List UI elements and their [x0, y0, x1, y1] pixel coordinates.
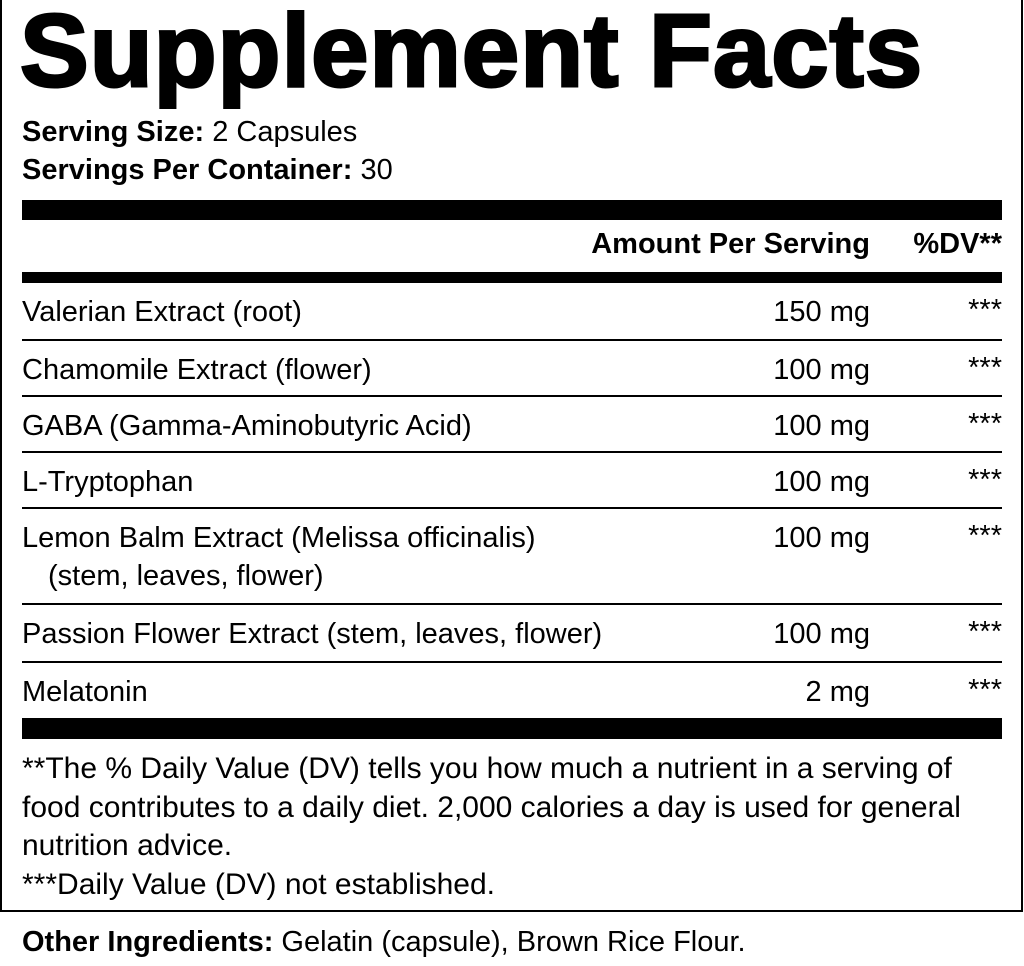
amount-per-serving-header: Amount Per Serving: [591, 228, 870, 260]
ingredient-row: L-Tryptophan 100 mg ***: [22, 453, 1002, 509]
thick-divider: [22, 718, 1002, 739]
servings-per-container: Servings Per Container: 30: [22, 151, 393, 189]
ingredient-row: Melatonin 2 mg ***: [22, 663, 1002, 718]
ingredient-name-line2: (stem, leaves, flower): [48, 560, 324, 592]
ingredient-dv: ***: [968, 520, 1002, 552]
ingredient-dv: ***: [968, 674, 1002, 706]
ingredient-dv: ***: [968, 616, 1002, 648]
footnote-dv-explanation: **The % Daily Value (DV) tells you how m…: [22, 752, 961, 862]
thick-divider: [22, 200, 1002, 220]
ingredient-amount: 2 mg: [805, 676, 870, 708]
supplement-facts-panel: [0, 0, 1023, 912]
ingredient-dv: ***: [968, 352, 1002, 384]
ingredient-name: GABA (Gamma-Aminobutyric Acid): [22, 410, 472, 442]
footnotes: **The % Daily Value (DV) tells you how m…: [22, 750, 1007, 904]
other-ingredients-value: Gelatin (capsule), Brown Rice Flour.: [281, 926, 746, 958]
ingredient-row: Chamomile Extract (flower) 100 mg ***: [22, 341, 1002, 397]
ingredient-amount: 100 mg: [773, 410, 870, 442]
ingredient-amount: 100 mg: [773, 618, 870, 650]
dv-header: %DV**: [913, 228, 1002, 260]
other-ingredients: Other Ingredients: Gelatin (capsule), Br…: [22, 926, 746, 959]
ingredient-amount: 100 mg: [773, 522, 870, 554]
ingredient-row: Valerian Extract (root) 150 mg ***: [22, 283, 1002, 341]
ingredient-row: Passion Flower Extract (stem, leaves, fl…: [22, 605, 1002, 663]
ingredient-dv: ***: [968, 464, 1002, 496]
ingredient-row: Lemon Balm Extract (Melissa officinalis)…: [22, 509, 1002, 605]
ingredient-amount: 100 mg: [773, 466, 870, 498]
servings-per-container-label: Servings Per Container:: [22, 154, 353, 186]
serving-size: Serving Size: 2 Capsules: [22, 113, 357, 151]
panel-title: Supplement Facts: [18, 0, 924, 109]
ingredient-name: Chamomile Extract (flower): [22, 354, 372, 386]
ingredient-name: Valerian Extract (root): [22, 296, 302, 328]
ingredient-amount: 150 mg: [773, 296, 870, 328]
ingredient-name: Passion Flower Extract (stem, leaves, fl…: [22, 618, 603, 650]
ingredient-name: Melatonin: [22, 676, 148, 708]
medium-divider: [22, 272, 1002, 283]
footnote-dv-not-established: ***Daily Value (DV) not established.: [22, 867, 496, 901]
ingredient-dv: ***: [968, 408, 1002, 440]
ingredient-name: Lemon Balm Extract (Melissa officinalis): [22, 522, 536, 554]
serving-size-value: 2 Capsules: [212, 116, 358, 148]
ingredient-dv: ***: [968, 294, 1002, 326]
ingredient-name: L-Tryptophan: [22, 466, 194, 498]
serving-size-label: Serving Size:: [22, 116, 205, 148]
ingredient-row: GABA (Gamma-Aminobutyric Acid) 100 mg **…: [22, 397, 1002, 453]
ingredient-amount: 100 mg: [773, 354, 870, 386]
servings-per-container-value: 30: [360, 154, 393, 186]
other-ingredients-label: Other Ingredients:: [22, 926, 274, 958]
